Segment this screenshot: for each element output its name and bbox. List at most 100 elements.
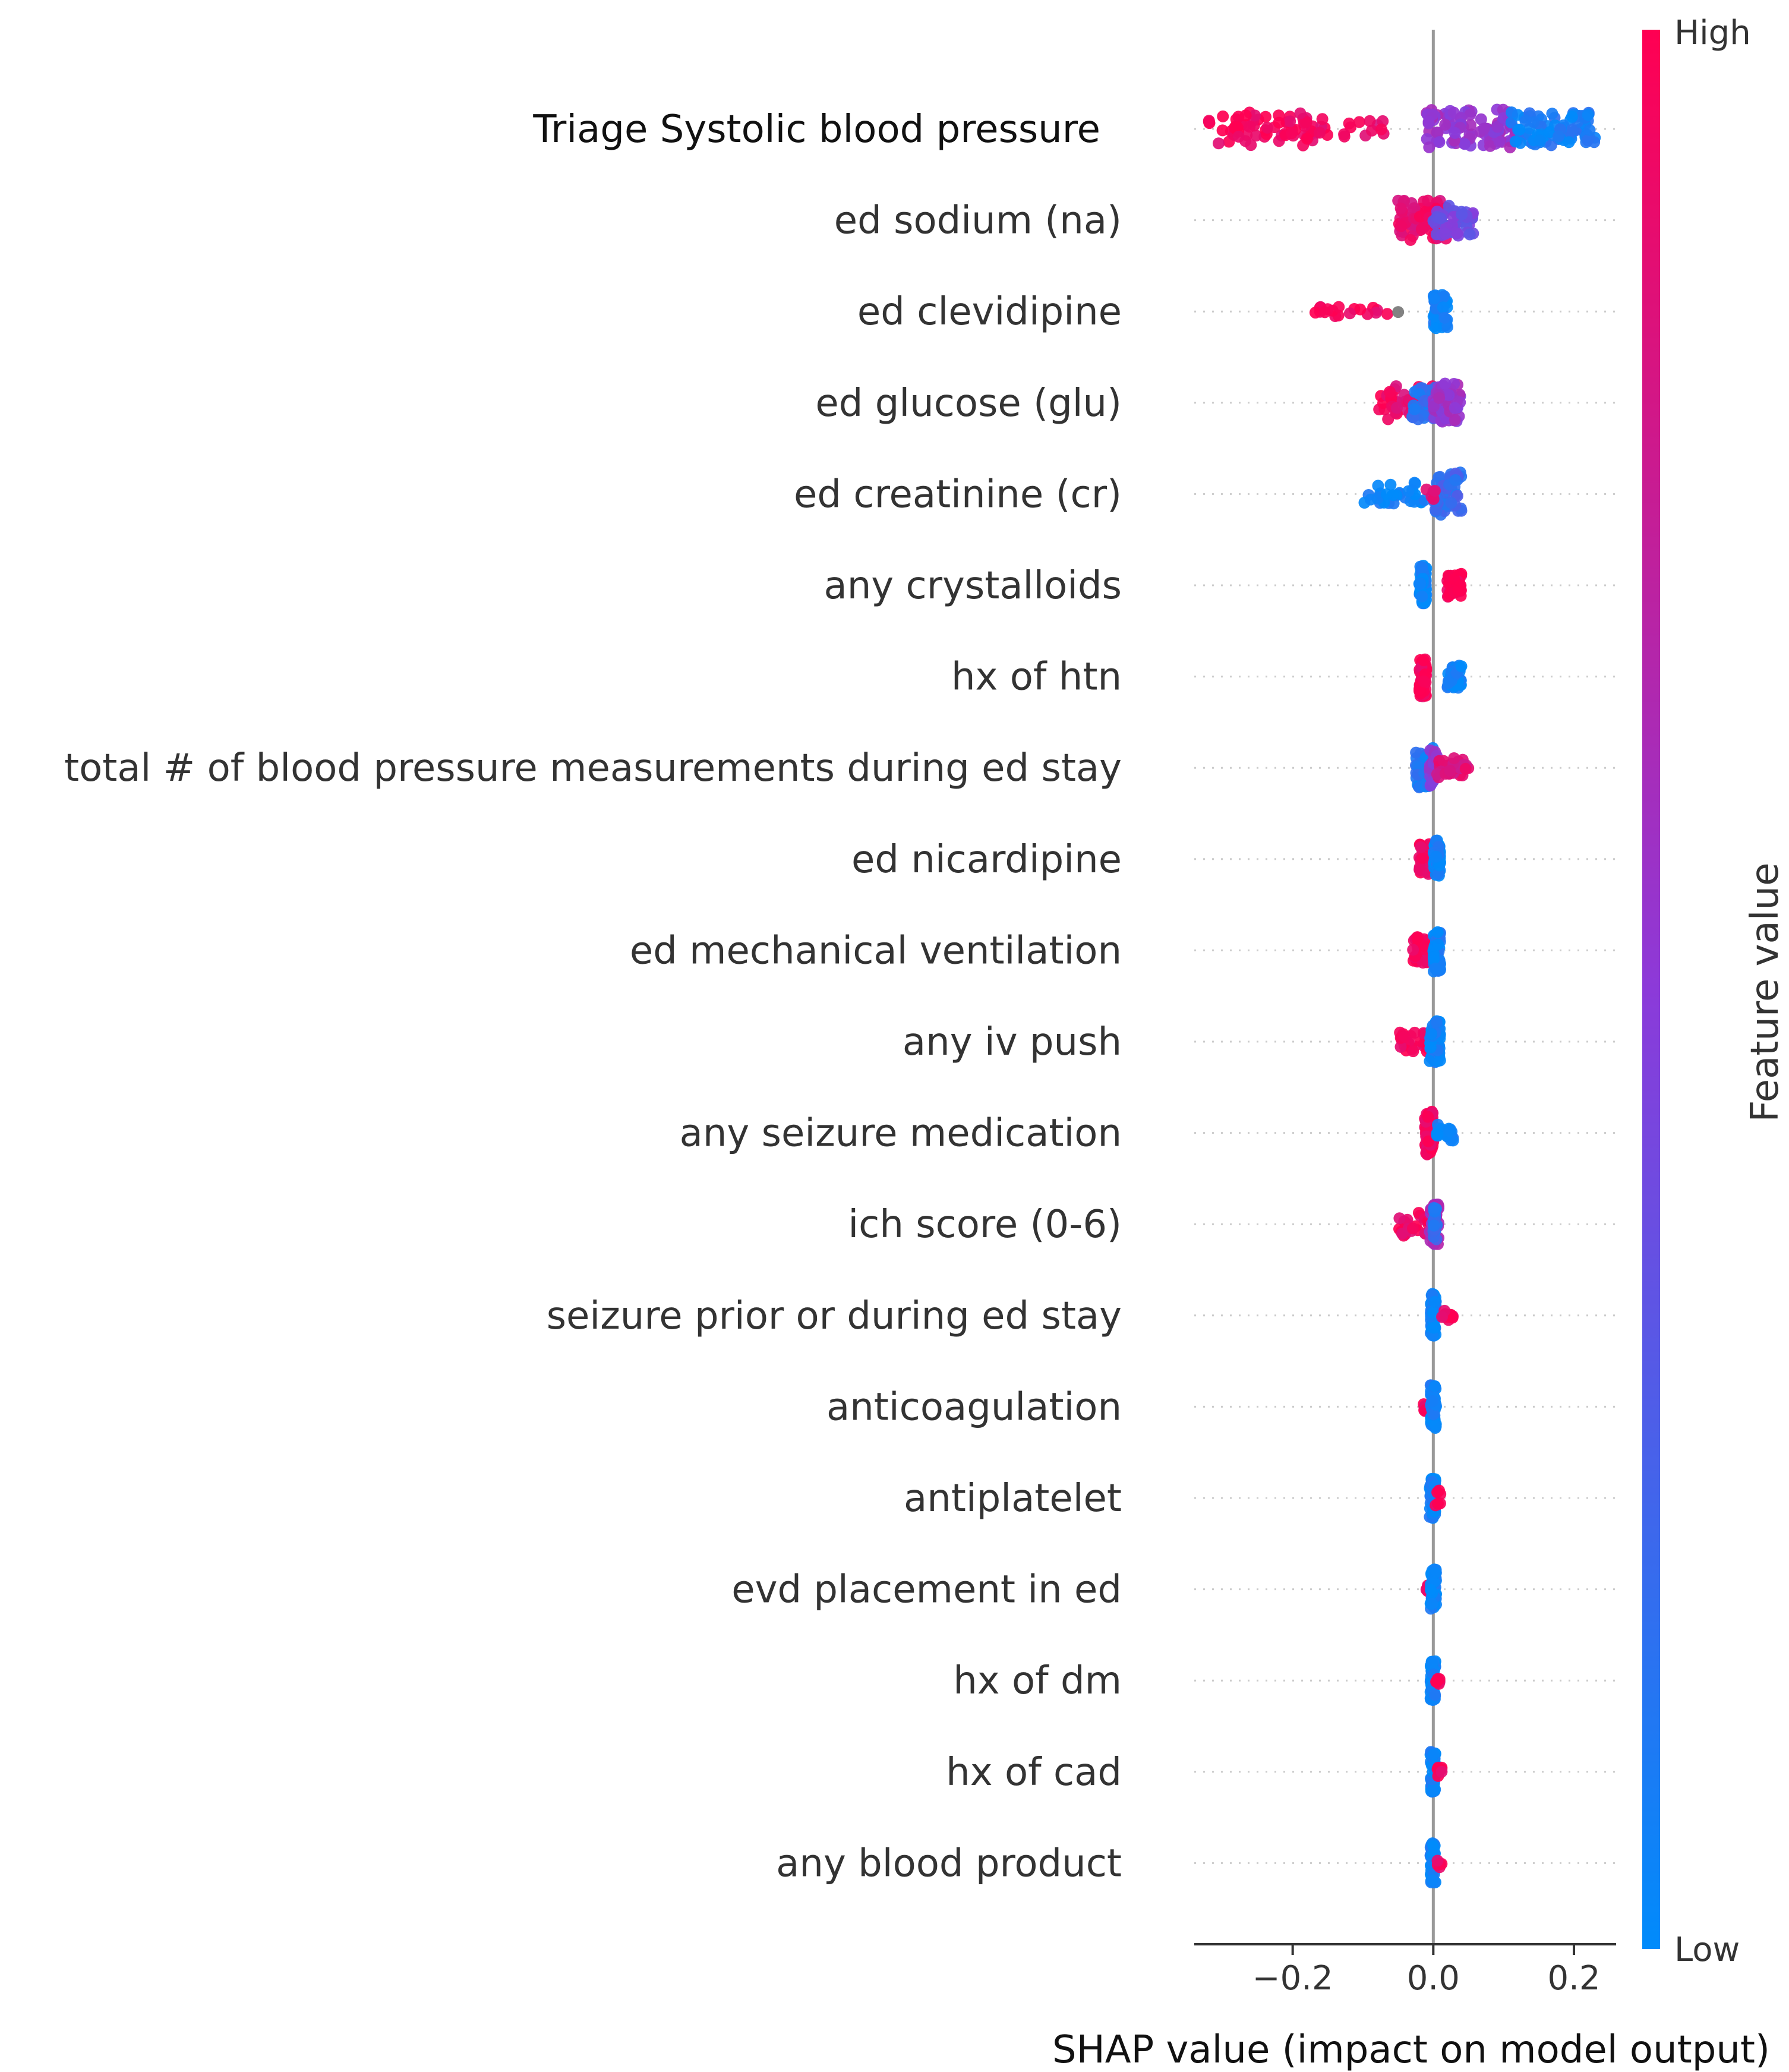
shap-point (1563, 136, 1575, 149)
colorbar-low-label: Low (1674, 1931, 1740, 1969)
shap-point (1430, 850, 1443, 863)
shap-point (1343, 117, 1355, 130)
shap-point (1465, 119, 1476, 131)
shap-point (1464, 109, 1476, 121)
shap-point (1416, 590, 1428, 603)
shap-point (1413, 578, 1426, 591)
shap-point (1437, 291, 1450, 303)
feature-label: ed nicardipine (851, 838, 1122, 882)
shap-point (1433, 1484, 1445, 1497)
shap-point (1213, 137, 1225, 150)
shap-point (1428, 1322, 1440, 1334)
shap-point (1260, 111, 1271, 123)
shap-point (1448, 752, 1460, 764)
shap-point (1364, 493, 1377, 506)
shap-point (1232, 131, 1245, 143)
shap-point (1424, 1055, 1436, 1067)
shap-point (1553, 130, 1565, 143)
feature-label: any crystalloids (824, 564, 1122, 608)
shap-point (1431, 127, 1444, 139)
shap-point (1463, 228, 1476, 241)
colorbar-high-label: High (1674, 14, 1751, 52)
shap-point (1513, 124, 1526, 136)
shap-point (1451, 227, 1463, 239)
shap-point (1444, 765, 1456, 777)
shap-point (1423, 141, 1435, 153)
shap-point (1583, 124, 1596, 136)
shap-point (1286, 127, 1298, 140)
shap-point (1431, 1855, 1444, 1867)
shap-point (1509, 135, 1522, 148)
shap-point (1491, 121, 1504, 133)
shap-point (1314, 127, 1326, 139)
shap-point (1408, 403, 1421, 415)
shap-point (1239, 109, 1252, 122)
shap-point (1424, 1041, 1437, 1054)
shap-point (1437, 301, 1449, 314)
shap-point (1431, 1129, 1443, 1141)
feature-label: ed mechanical ventilation (630, 929, 1122, 973)
shap-point (1415, 223, 1428, 235)
shap-point (1435, 1765, 1448, 1778)
shap-point (1216, 124, 1229, 137)
shap-point (1478, 122, 1490, 135)
shap-point (1300, 116, 1312, 128)
shap-point (1428, 1202, 1440, 1214)
shap-point (1392, 306, 1405, 318)
shap-point (1380, 488, 1393, 500)
shap-point (1427, 1748, 1440, 1761)
shap-point (1343, 307, 1356, 320)
shap-point (1546, 108, 1558, 120)
shap-point (1418, 675, 1430, 687)
x-tick-label: 0.0 (1407, 1959, 1460, 1998)
shap-point (1364, 115, 1376, 127)
shap-point (1422, 194, 1434, 207)
shap-point (1455, 660, 1468, 673)
shap-point (1449, 474, 1462, 486)
colorbar: High Low Feature value (1642, 14, 1787, 1969)
shap-point (1391, 402, 1403, 414)
shap-point (1434, 1054, 1446, 1067)
shap-point (1249, 109, 1261, 122)
shap-point (1301, 133, 1313, 145)
shap-point (1427, 1408, 1440, 1420)
shap-point (1439, 118, 1452, 131)
shap-point (1439, 228, 1452, 240)
feature-label: any seizure medication (680, 1112, 1122, 1156)
feature-label: any blood product (776, 1841, 1122, 1885)
colorbar-title: Feature value (1743, 863, 1787, 1122)
shap-point (1427, 1307, 1439, 1319)
shap-point (1422, 1135, 1434, 1147)
shap-point (1444, 1125, 1456, 1137)
feature-label: ed sodium (na) (834, 199, 1122, 243)
shap-point (1407, 1222, 1419, 1235)
shap-point (1294, 107, 1307, 119)
shap-point (1333, 301, 1345, 313)
shap-point (1448, 573, 1460, 585)
shap-point (1432, 868, 1444, 880)
shap-point (1432, 1497, 1444, 1510)
shap-point (1309, 307, 1321, 319)
feature-label: ich score (0-6) (848, 1203, 1122, 1247)
shap-point (1407, 944, 1419, 956)
shap-point (1429, 1419, 1441, 1431)
shap-point (1425, 1028, 1438, 1040)
shap-point (1273, 116, 1285, 129)
shap-point (1433, 392, 1446, 404)
shap-point (1428, 485, 1441, 497)
shap-point (1506, 106, 1518, 119)
shap-point (1409, 1026, 1421, 1039)
shap-point (1449, 127, 1461, 139)
shap-point (1393, 1212, 1406, 1225)
shap-point (1384, 386, 1396, 398)
shap-point (1384, 478, 1397, 491)
x-axis-label: SHAP value (impact on model output) (1052, 2028, 1770, 2072)
shap-point (1534, 134, 1546, 147)
shap-point (1528, 116, 1540, 128)
shap-point (1458, 138, 1471, 150)
shap-point (1428, 1295, 1441, 1308)
shap-point (1418, 654, 1430, 667)
feature-label: hx of dm (953, 1659, 1122, 1703)
feature-label: ed clevidipine (857, 290, 1122, 334)
